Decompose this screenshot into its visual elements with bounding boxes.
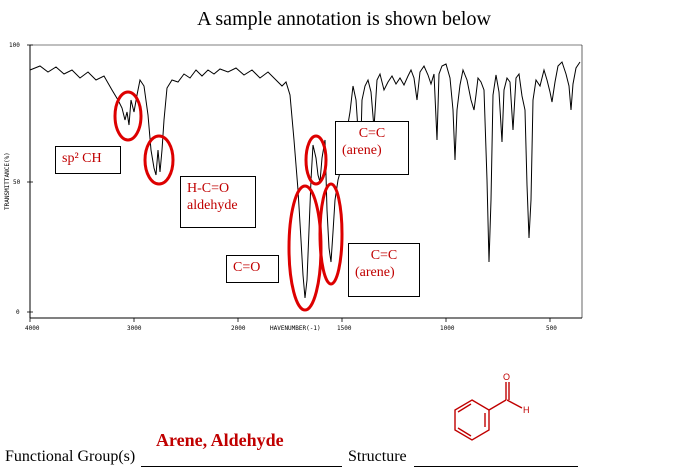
annotation-arene-top-line1: C=C	[358, 126, 386, 141]
x-axis-label: HAVENUMBER(-1)	[270, 325, 321, 332]
y-ticks	[27, 44, 33, 313]
x-ticks	[29, 318, 551, 322]
y-tick-50: 50	[13, 179, 21, 186]
x-tick-500: 500	[546, 325, 557, 332]
annotation-sp2-ch-text: sp² CH	[62, 151, 102, 166]
annotation-aldehyde: H-C=O aldehyde	[180, 176, 256, 228]
aldehyde-h-bond	[506, 399, 523, 409]
hydrogen-atom-label: H	[523, 405, 530, 415]
carbonyl-circle	[287, 184, 323, 312]
aldehyde-ch-circle	[143, 134, 175, 186]
annotation-carbonyl: C=O	[226, 255, 279, 283]
x-tick-1000: 1000	[440, 325, 455, 332]
structure-blank-line	[414, 466, 578, 467]
x-tick-4000: 4000	[25, 325, 40, 332]
functional-groups-answer: Arene, Aldehyde	[156, 430, 284, 450]
annotation-arene-bottom-line1: C=C	[370, 248, 398, 263]
functional-groups-label: Functional Group(s)	[5, 448, 136, 465]
annotation-arene-bottom: C=C (arene)	[348, 243, 420, 297]
annotation-aldehyde-line2: aldehyde	[187, 198, 238, 213]
arene-cc-top-circle	[304, 134, 328, 186]
annotation-aldehyde-line1: H-C=O	[187, 181, 230, 196]
y-axis-label: TRANSMITTANCE(%)	[4, 152, 11, 210]
arene-cc-bottom-circle	[318, 182, 344, 286]
aryl-carbonyl-bond	[488, 399, 507, 411]
y-tick-0: 0	[16, 309, 20, 316]
y-tick-100: 100	[9, 42, 20, 49]
structure-label: Structure	[348, 448, 407, 465]
ir-spectrum: 100 50 0 TRANSMITTANCE(%) 4000 3000 2000…	[4, 42, 583, 332]
annotation-sp2-ch: sp² CH	[55, 146, 121, 174]
annotation-arene-bottom-line2: (arene)	[355, 265, 395, 280]
sp2-ch-circle	[113, 90, 143, 142]
x-tick-3000: 3000	[127, 325, 142, 332]
benzaldehyde-structure: O H	[454, 372, 530, 441]
x-tick-2000: 2000	[231, 325, 246, 332]
x-tick-1500: 1500	[337, 325, 352, 332]
page-title: A sample annotation is shown below	[197, 8, 491, 30]
annotation-arene-top-line2: (arene)	[342, 143, 382, 158]
annotation-carbonyl-text: C=O	[233, 260, 261, 275]
annotation-arene-top: C=C (arene)	[335, 121, 409, 175]
oxygen-atom-label: O	[503, 372, 510, 382]
ring-double-bond-3	[457, 403, 472, 413]
spectrum-trace	[29, 61, 581, 299]
benzene-ring	[454, 399, 490, 441]
ring-double-bond-2	[457, 427, 472, 437]
functional-groups-blank-line	[141, 466, 342, 467]
